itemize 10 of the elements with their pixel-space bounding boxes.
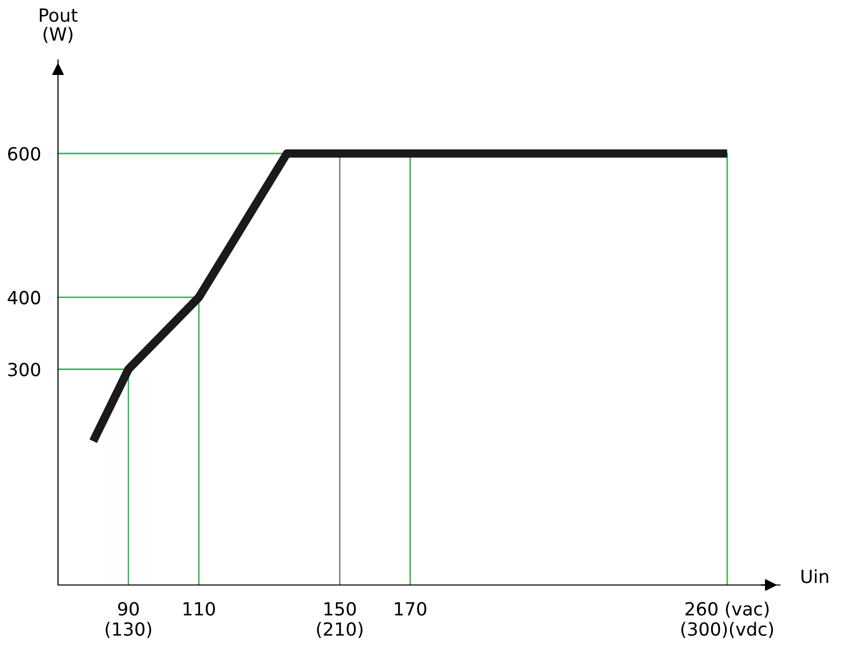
x-tick-label: 170 <box>394 602 426 616</box>
x-axis-title: Uin <box>802 569 828 584</box>
y-tick-label: 400 <box>8 290 40 304</box>
x-tick-label: 150 (210) <box>317 602 362 638</box>
x-tick-label: 90 (130) <box>106 602 152 638</box>
x-tick-label: 110 <box>184 602 215 616</box>
y-tick-label: 300 <box>8 362 40 376</box>
x-tick-label: 260 (vac) (300)(vdc) <box>681 602 773 638</box>
y-axis-title: Pout (W) <box>40 8 78 43</box>
y-tick-label: 600 <box>8 146 40 161</box>
